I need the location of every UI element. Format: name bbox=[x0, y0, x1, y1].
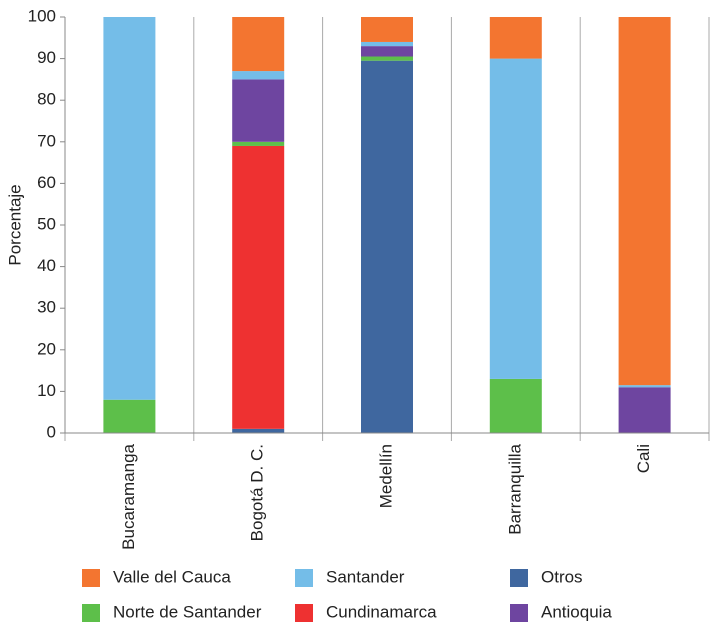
bar-segment bbox=[232, 71, 285, 80]
y-tick-label: 50 bbox=[37, 214, 56, 233]
legend-swatch bbox=[295, 569, 313, 587]
y-tick-label: 30 bbox=[37, 298, 56, 317]
x-tick-label: Bucaramanga bbox=[119, 443, 138, 549]
y-tick-label: 60 bbox=[37, 173, 56, 192]
bar-segment bbox=[232, 141, 285, 146]
y-tick-label: 10 bbox=[37, 381, 56, 400]
legend-swatch bbox=[82, 569, 100, 587]
y-tick-label: 0 bbox=[47, 422, 56, 441]
legend-label: Santander bbox=[326, 567, 405, 586]
legend-swatch bbox=[510, 569, 528, 587]
bar-segment bbox=[618, 385, 671, 388]
bar-segment bbox=[361, 56, 413, 61]
y-axis-label: Porcentaje bbox=[5, 184, 24, 265]
bar-segment bbox=[618, 17, 671, 386]
bar-segment bbox=[232, 145, 285, 429]
y-tick-label: 90 bbox=[37, 48, 56, 67]
bar-segment bbox=[232, 17, 285, 72]
bar-segment bbox=[489, 58, 542, 379]
bar-segment bbox=[361, 17, 413, 42]
y-tick-label: 70 bbox=[37, 131, 56, 150]
bar-segment bbox=[103, 399, 156, 433]
x-tick-label: Medellín bbox=[376, 444, 395, 508]
legend-label: Antioquia bbox=[541, 602, 612, 621]
x-tick-label: Bogotá D. C. bbox=[248, 444, 267, 541]
legend-label: Valle del Cauca bbox=[113, 567, 231, 586]
y-tick-label: 40 bbox=[37, 256, 56, 275]
legend-swatch bbox=[295, 604, 313, 622]
y-tick-label: 20 bbox=[37, 339, 56, 358]
y-tick-label: 80 bbox=[37, 90, 56, 109]
bar-segment bbox=[618, 387, 671, 433]
bar-segment bbox=[361, 46, 413, 57]
bar-segment bbox=[489, 17, 542, 59]
bar-segment bbox=[361, 41, 413, 47]
bar-segment bbox=[232, 428, 285, 433]
legend-label: Cundinamarca bbox=[326, 602, 437, 621]
bar-segment bbox=[361, 60, 413, 434]
bar-segment bbox=[232, 79, 285, 142]
legend-label: Otros bbox=[541, 567, 583, 586]
legend-swatch bbox=[82, 604, 100, 622]
legend-label: Norte de Santander bbox=[113, 602, 262, 621]
y-tick-label: 100 bbox=[28, 6, 56, 25]
bar-segment bbox=[489, 378, 542, 433]
legend-swatch bbox=[510, 604, 528, 622]
x-tick-label: Barranquilla bbox=[505, 443, 524, 534]
x-tick-label: Cali bbox=[634, 444, 653, 473]
bar-segment bbox=[103, 17, 156, 400]
